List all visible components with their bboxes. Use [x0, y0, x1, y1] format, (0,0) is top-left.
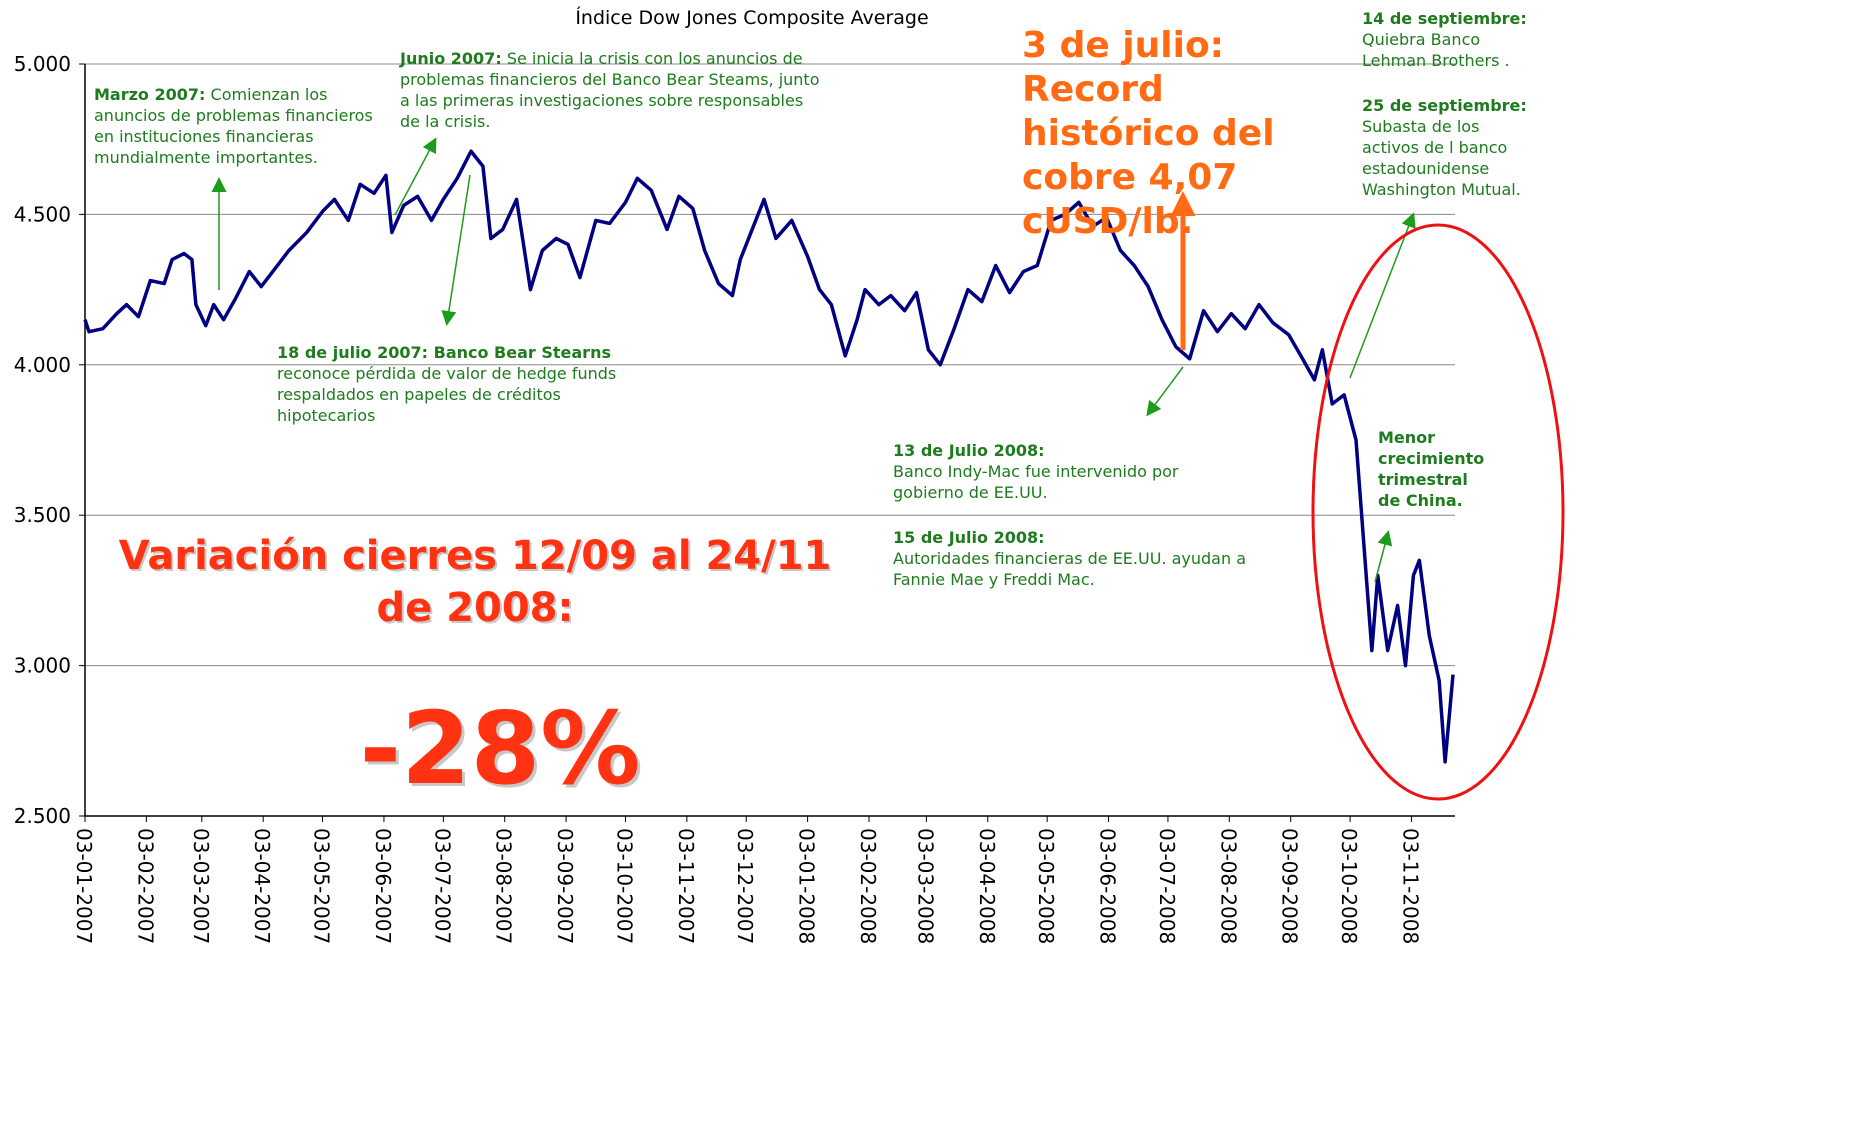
- x-tick-label: 03-10-2008: [1337, 828, 1361, 944]
- annotation-text: Quiebra Banco Lehman Brothers .: [1362, 30, 1510, 70]
- annotation-title: 13 de Julio 2008:: [893, 441, 1045, 460]
- x-tick-label: 03-06-2008: [1096, 828, 1120, 944]
- annotation-title: 18 de julio 2007: Banco Bear Stearns: [277, 343, 611, 362]
- x-tick-label: 03-10-2007: [612, 828, 636, 944]
- y-tick-label: 3.000: [14, 654, 71, 678]
- highlight-ellipse: [1311, 223, 1565, 801]
- annotation: 14 de septiembre: Quiebra Banco Lehman Br…: [1362, 8, 1532, 71]
- annotation: Junio 2007: Se inicia la crisis con los …: [400, 48, 820, 132]
- x-tick-label: 03-03-2007: [189, 828, 213, 944]
- data-line: [83, 149, 1455, 764]
- annotation-title: Menor crecimiento trimestral de China.: [1378, 428, 1485, 510]
- y-tick-label: 3.500: [14, 503, 71, 527]
- annotation-title: 15 de Julio 2008:: [893, 528, 1045, 547]
- annotation: 18 de julio 2007: Banco Bear Stearns reco…: [277, 342, 637, 426]
- x-tick-label: 03-05-2007: [310, 828, 334, 944]
- annotation: Menor crecimiento trimestral de China.: [1378, 427, 1488, 511]
- y-tick-label: 2.500: [14, 804, 71, 828]
- annotation-arrows: [211, 137, 1416, 583]
- x-tick-label: 03-02-2008: [856, 828, 880, 944]
- x-tick-label: 03-01-2008: [795, 828, 819, 944]
- x-tick-label: 03-11-2007: [674, 828, 698, 944]
- highlight-text: 3 de julio: Record histórico del cobre 4…: [1022, 25, 1275, 242]
- annotation-title: Junio 2007:: [400, 49, 502, 68]
- annotation-text: reconoce pérdida de valor de hedge funds…: [277, 364, 617, 425]
- annotation-text: Subasta de los activos de l banco estado…: [1362, 117, 1521, 199]
- annotation-title: Marzo 2007:: [94, 85, 206, 104]
- y-tick-label: 4.000: [14, 353, 71, 377]
- x-tick-label: 03-02-2007: [133, 828, 157, 944]
- x-tick-label: 03-07-2008: [1155, 828, 1179, 944]
- x-tick-label: 03-06-2007: [371, 828, 395, 944]
- y-tick-label: 5.000: [14, 52, 71, 76]
- x-tick-label: 03-05-2008: [1034, 828, 1058, 944]
- chart-title: Índice Dow Jones Composite Average: [575, 6, 928, 29]
- annotation-text: Comienzan los anuncios de problemas fina…: [94, 85, 373, 167]
- annotation: Marzo 2007: Comienzan los anuncios de pr…: [94, 84, 384, 168]
- x-tick-label: 03-08-2008: [1216, 828, 1240, 944]
- x-tick-label: 03-04-2008: [975, 828, 999, 944]
- annotation: 25 de septiembre: Subasta de los activos …: [1362, 95, 1532, 200]
- x-tick-label: 03-04-2007: [250, 828, 274, 944]
- x-tick-label: 03-11-2008: [1398, 828, 1422, 944]
- annotation: 13 de Julio 2008: Banco Indy-Mac fue inte…: [893, 440, 1193, 503]
- variation-value: -28%: [359, 690, 641, 807]
- annotation-text: Se inicia la crisis con los anuncios de …: [400, 49, 820, 131]
- x-tick-label: 03-09-2008: [1278, 828, 1302, 944]
- x-tick-label: 03-01-2007: [72, 828, 96, 944]
- annotation-text: Banco Indy-Mac fue intervenido por gobie…: [893, 462, 1179, 502]
- x-tick-label: 03-09-2007: [553, 828, 577, 944]
- x-tick-label: 03-07-2007: [430, 828, 454, 944]
- annotation: 15 de Julio 2008: Autoridades financieras…: [893, 527, 1273, 590]
- x-tick-label: 03-03-2008: [913, 828, 937, 944]
- x-tick-label: 03-12-2007: [733, 828, 757, 944]
- x-tick-label: 03-08-2007: [492, 828, 516, 944]
- annotation-text: Autoridades financieras de EE.UU. ayudan…: [893, 549, 1246, 589]
- y-tick-label: 4.500: [14, 202, 71, 226]
- annotation-title: 25 de septiembre:: [1362, 96, 1527, 115]
- annotation-title: 14 de septiembre:: [1362, 9, 1527, 28]
- variation-label: Variación cierres 12/09 al 24/11 de 2008…: [118, 533, 832, 631]
